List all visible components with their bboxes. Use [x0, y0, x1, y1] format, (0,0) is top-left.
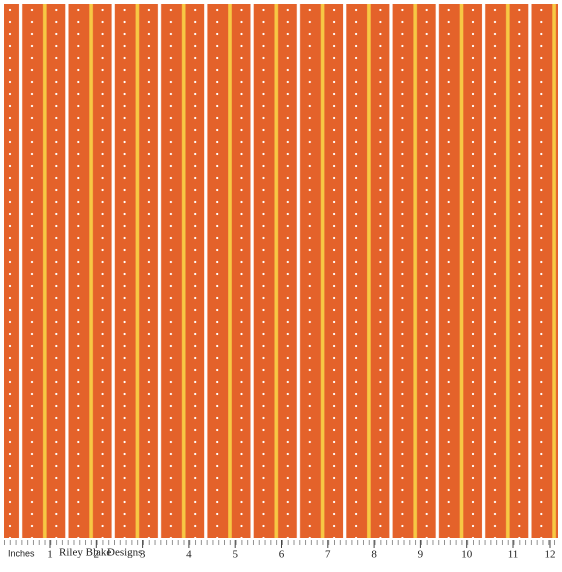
inch-number: 7	[325, 549, 331, 561]
inch-number: 1	[47, 549, 53, 561]
ruler: Inches Riley Blake Designs 1 2 3 4 5 6 7 8 9 10 11…	[8, 540, 556, 561]
inch-number: 11	[508, 549, 519, 561]
brand-text: Riley Blake	[59, 547, 111, 559]
inch-number: 5	[232, 549, 238, 561]
inch-number: 3	[140, 549, 146, 561]
inch-number: 6	[279, 549, 285, 561]
unit-label: Inches	[8, 548, 35, 558]
fabric-print	[4, 4, 558, 538]
inch-number: 10	[461, 549, 473, 561]
inch-number: 2	[94, 549, 100, 561]
brand-text: Designs	[107, 547, 142, 559]
inch-number: 4	[186, 549, 192, 561]
inch-number: 9	[418, 549, 424, 561]
inch-number: 12	[545, 549, 556, 561]
inch-number: 8	[371, 549, 377, 561]
